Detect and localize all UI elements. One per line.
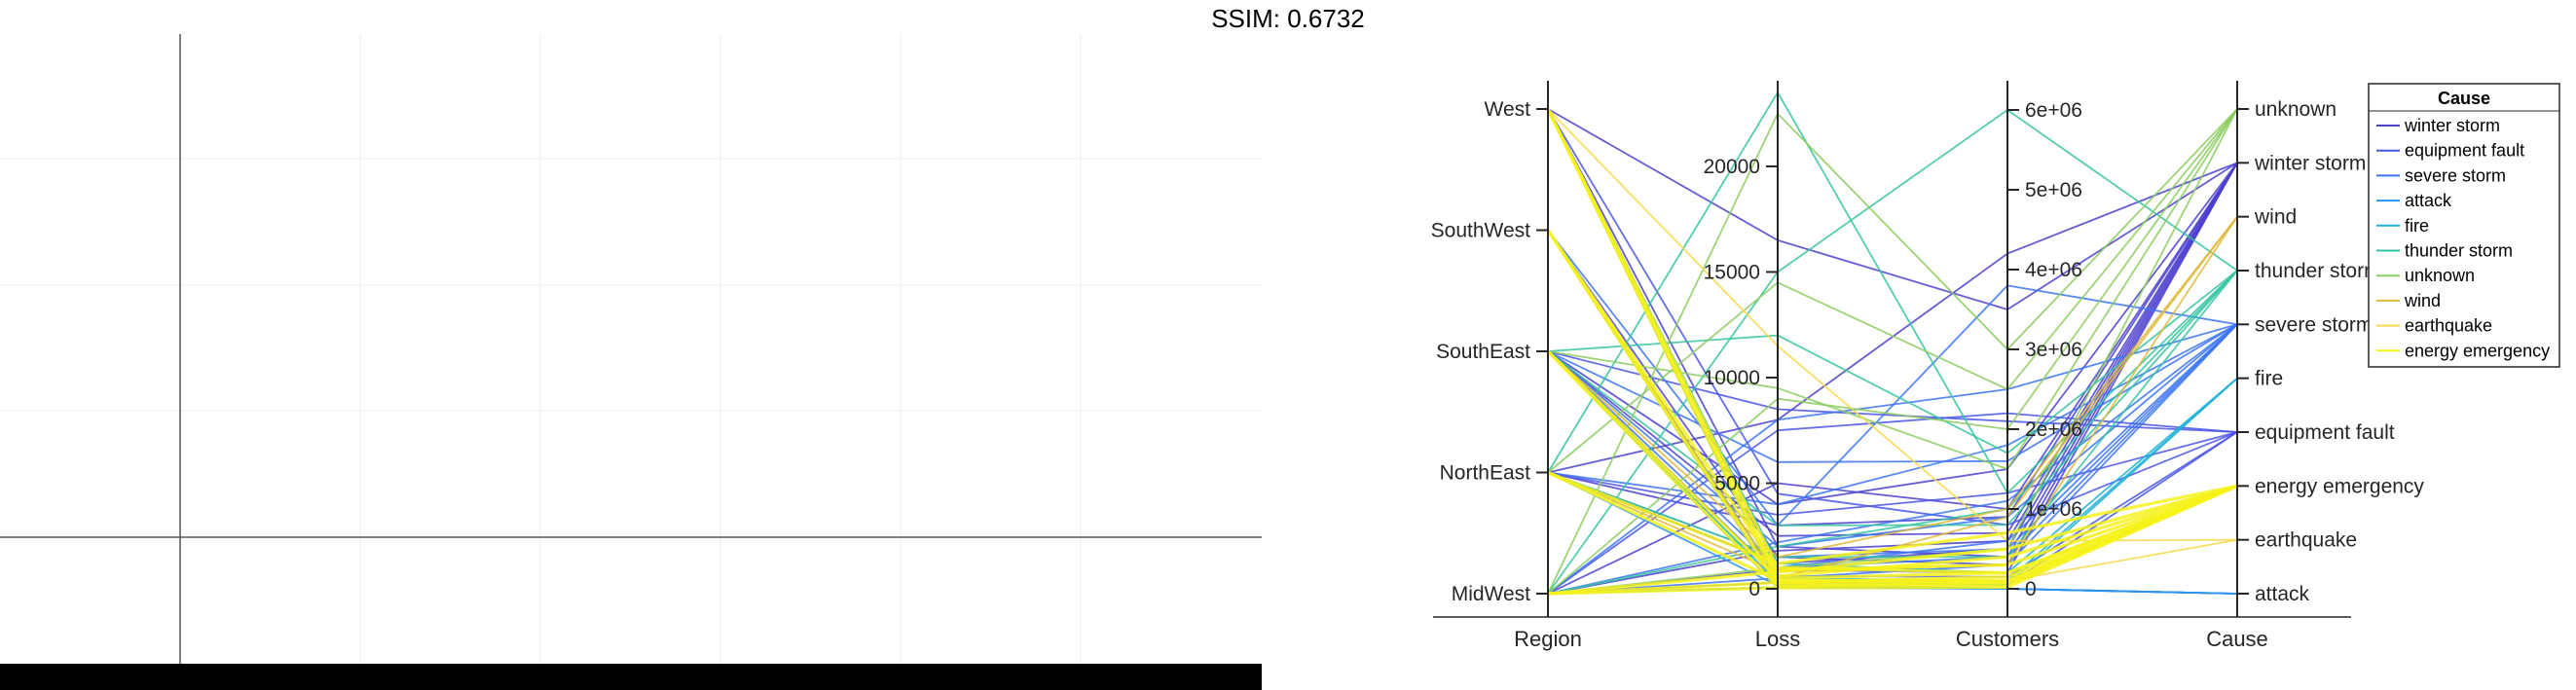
cause-tick-label: thunder storm (2255, 260, 2381, 282)
legend-entry: thunder storm (2405, 241, 2513, 261)
cause-tick-label: unknown (2255, 98, 2337, 121)
region-tick-label: SouthWest (1431, 220, 1530, 242)
page-title: SSIM: 0.6732 (1211, 4, 1365, 33)
series-line-winter-storm (1547, 162, 2238, 595)
series-line-energy-emergency (1547, 484, 2238, 596)
customers-tick-label: 4e+06 (2025, 259, 2082, 281)
series-line-energy-emergency (1546, 229, 2238, 572)
left-empty-plot (0, 34, 1262, 690)
series-line-unknown (1547, 108, 2238, 595)
series-line-thunder-storm (1547, 109, 2238, 595)
customers-tick-label: 2e+06 (2025, 418, 2082, 441)
legend-entry: energy emergency (2405, 341, 2550, 360)
series-lines (1546, 91, 2238, 596)
cause-tick-label: fire (2255, 368, 2283, 390)
series-line-winter-storm (1547, 108, 2238, 559)
series-line-equipment-fault (1547, 412, 2238, 595)
series-line-severe-storm (1547, 108, 2238, 569)
cause-tick-label: wind (2254, 206, 2297, 229)
axis-name-region: Region (1514, 627, 1582, 651)
loss-tick-label: 20000 (1704, 156, 1760, 178)
series-line-energy-emergency (1547, 471, 2238, 565)
series-line-unknown (1547, 108, 2238, 595)
legend-entry: fire (2405, 216, 2429, 236)
series-line-severe-storm (1547, 323, 2238, 569)
legend-entry: winter storm (2404, 116, 2500, 135)
loss-tick-label: 0 (1748, 578, 1760, 600)
loss-tick-label: 15000 (1704, 261, 1760, 283)
series-line-earthquake (1547, 108, 2238, 542)
legend-box (2368, 83, 2560, 368)
bottom-bar (0, 664, 1262, 690)
series-line-energy-emergency (1547, 484, 2238, 596)
region-tick-label: West (1485, 98, 1531, 121)
axis-name-cause: Cause (2206, 627, 2268, 651)
series-line-equipment-fault (1547, 350, 2238, 433)
cause-tick-label: attack (2255, 583, 2310, 605)
legend-title: Cause (2438, 89, 2490, 108)
series-line-energy-emergency (1546, 349, 2238, 580)
customers-tick-label: 0 (2025, 578, 2037, 600)
region-tick-label: MidWest (1452, 583, 1530, 605)
legend-entry: earthquake (2405, 316, 2492, 336)
series-line-severe-storm (1547, 323, 2238, 548)
legend-entry: unknown (2405, 266, 2475, 285)
customers-tick-label: 3e+06 (2025, 339, 2082, 361)
series-line-thunder-storm (1547, 270, 2238, 527)
series-line-equipment-fault (1547, 431, 2238, 516)
customers-tick-label: 6e+06 (2025, 99, 2082, 122)
legend-entry: equipment fault (2405, 141, 2524, 161)
series-line-energy-emergency (1547, 484, 2238, 596)
cause-tick-label: severe storm (2255, 313, 2373, 336)
series-line-thunder-storm (1547, 270, 2238, 559)
loss-tick-label: 5000 (1714, 472, 1760, 494)
customers-tick-label: 5e+06 (2025, 179, 2082, 201)
cause-tick-label: energy emergency (2255, 475, 2424, 497)
series-line-wind (1547, 216, 2238, 559)
legend-entry: attack (2405, 191, 2452, 210)
axis-name-customers: Customers (1956, 627, 2059, 651)
series-line-winter-storm (1547, 108, 2238, 310)
series-line-severe-storm (1547, 323, 2238, 506)
series-line-unknown (1547, 108, 2238, 474)
series-line-winter-storm (1547, 162, 2238, 506)
series-line-winter-storm (1547, 162, 2238, 595)
axis-name-loss: Loss (1755, 627, 1800, 651)
region-tick-label: SouthEast (1436, 341, 1530, 363)
cause-tick-label: earthquake (2255, 529, 2357, 552)
series-line-unknown (1547, 108, 2238, 595)
loss-tick-label: 10000 (1704, 367, 1760, 389)
legend-entry: severe storm (2405, 165, 2506, 185)
series-line-thunder-storm (1547, 91, 2238, 494)
legend-entry: wind (2404, 291, 2441, 310)
customers-tick-label: 1e+06 (2025, 498, 2082, 521)
cause-tick-label: winter storm (2254, 152, 2366, 174)
region-tick-label: NorthEast (1440, 462, 1531, 485)
series-line-winter-storm (1547, 162, 2238, 537)
series-line-unknown (1547, 108, 2238, 470)
cause-tick-label: equipment fault (2255, 421, 2395, 444)
